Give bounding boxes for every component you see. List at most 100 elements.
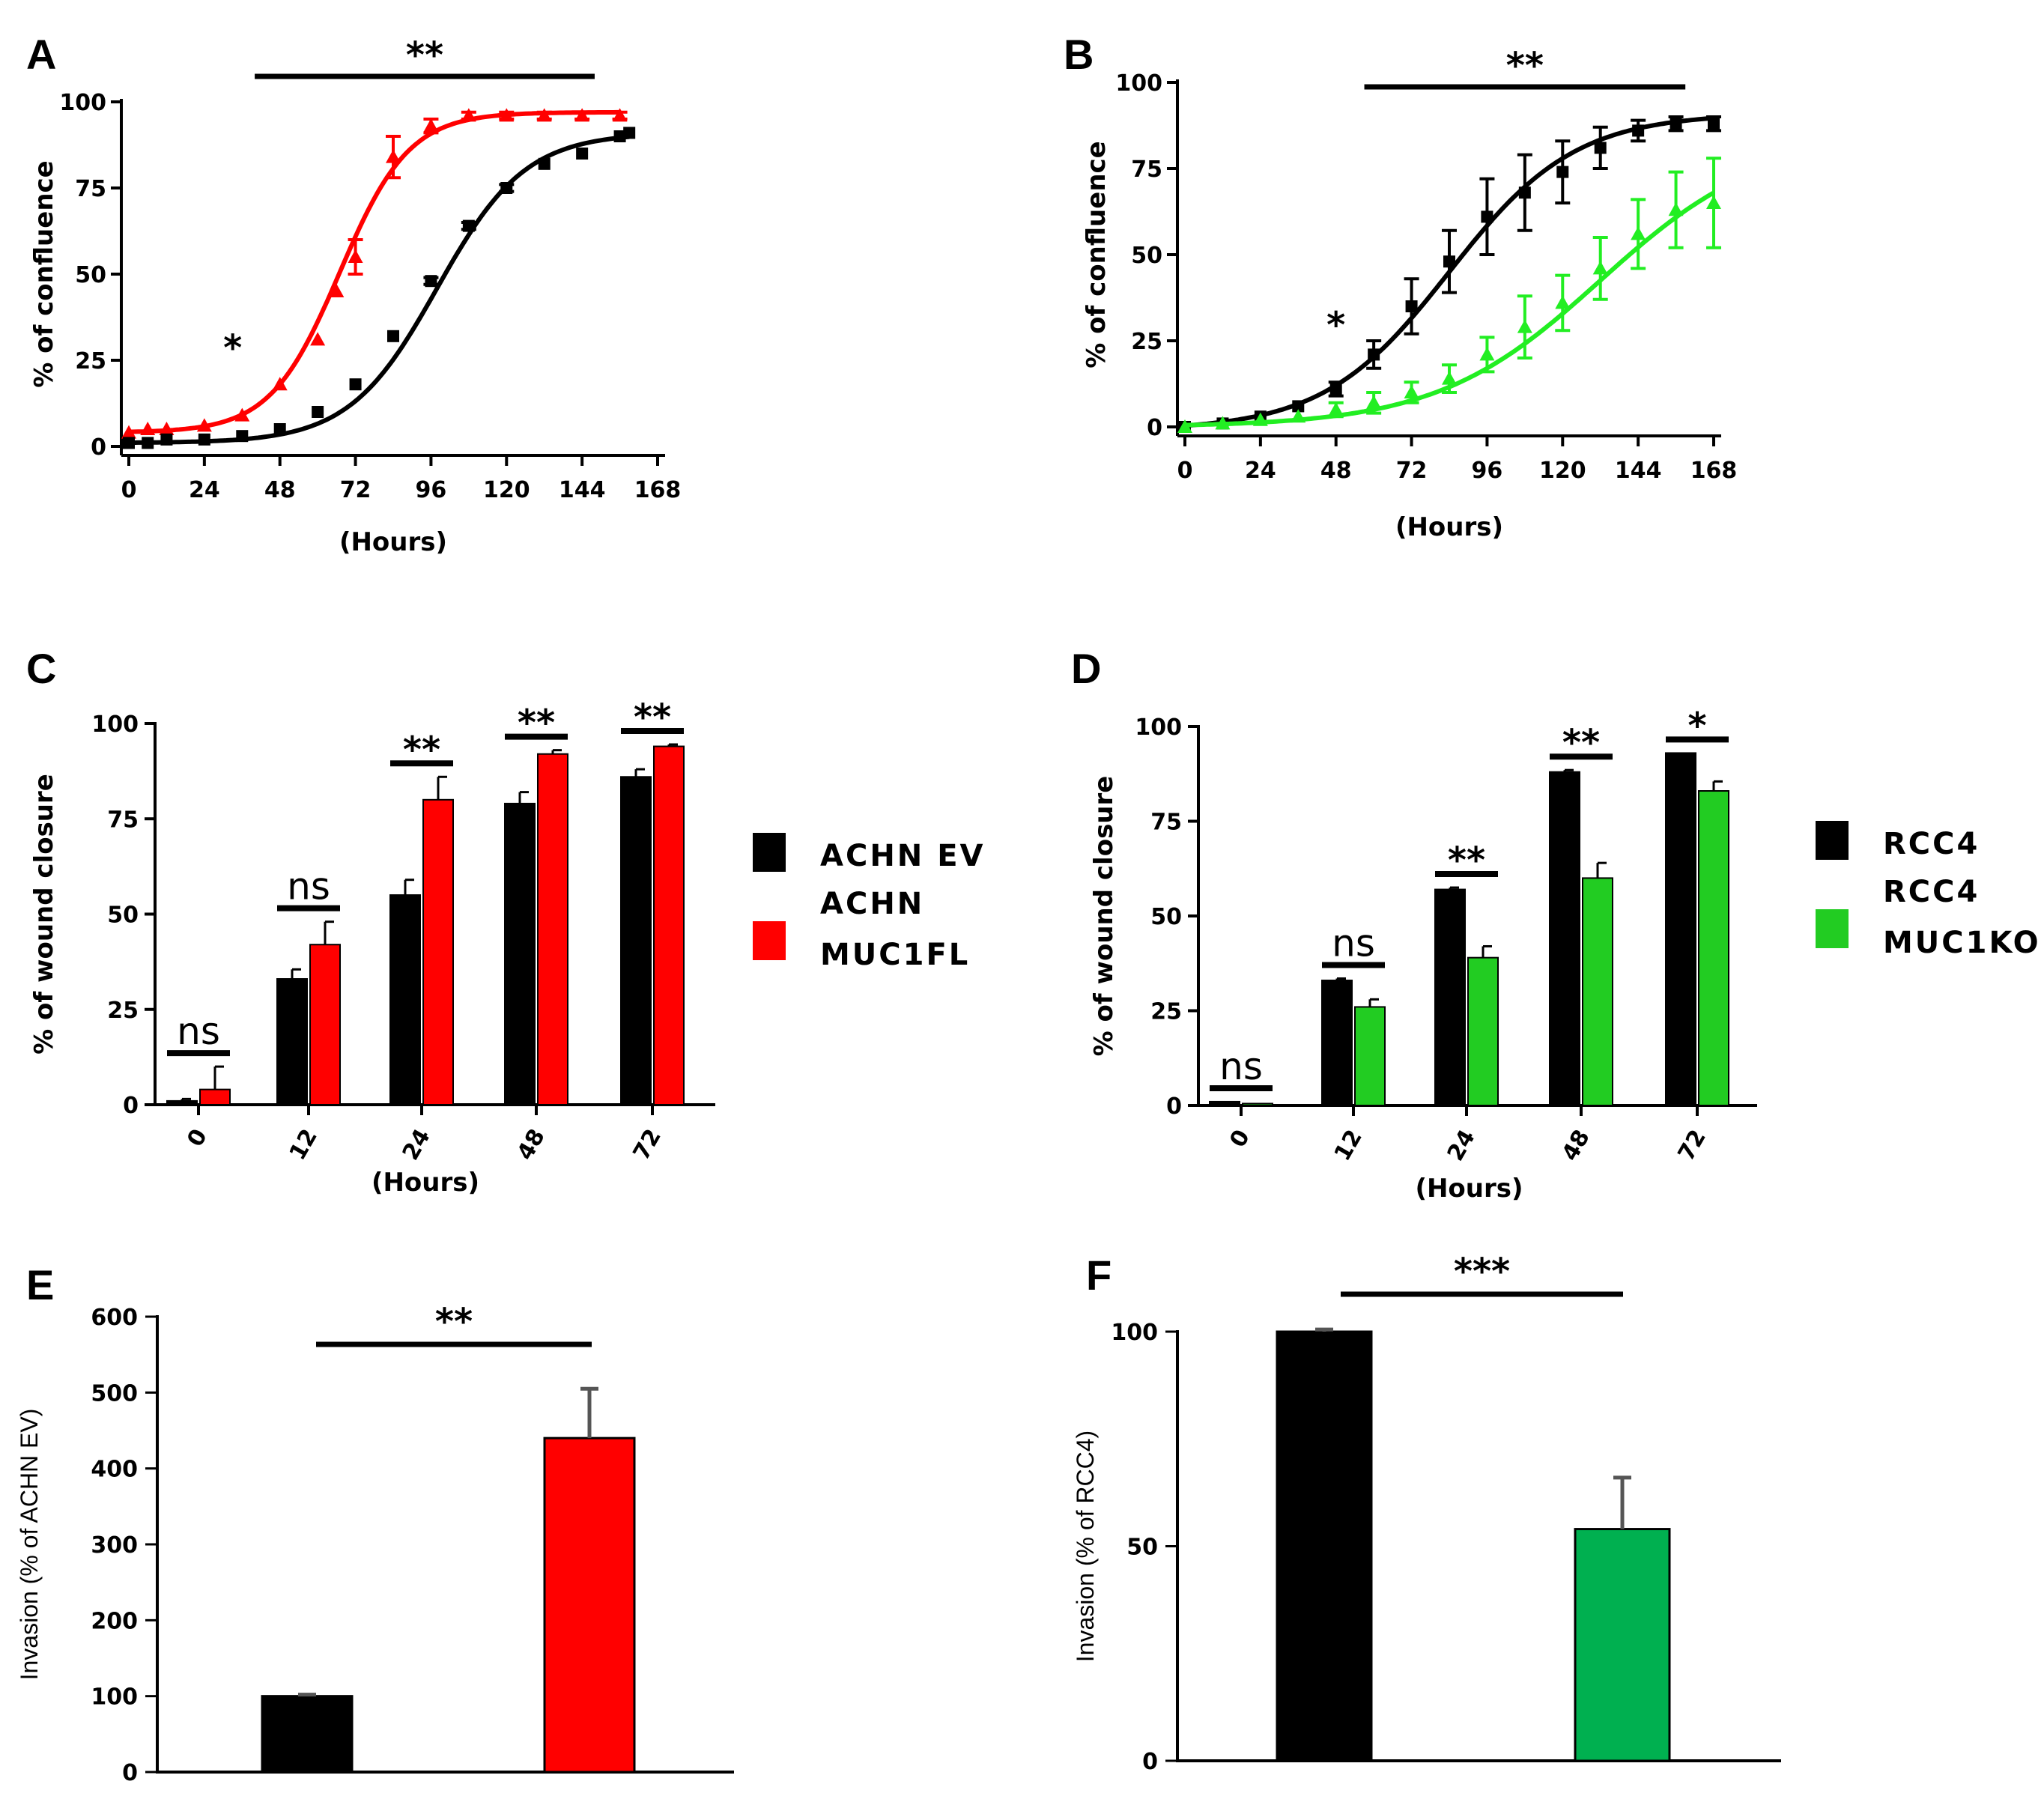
x-axis-label: (Hours) bbox=[339, 527, 447, 557]
legend-swatch-2 bbox=[1816, 909, 1849, 948]
data-point bbox=[1368, 348, 1380, 361]
data-point bbox=[461, 108, 476, 122]
data-point bbox=[1177, 419, 1192, 433]
data-point bbox=[499, 108, 515, 122]
x-tick-label: 144 bbox=[1615, 458, 1662, 484]
y-tick-label: 0 bbox=[1147, 415, 1162, 441]
panel-a-marks: 0 25 50 75 100 0 24 48 72 96 120 144 168 (Hours) % of … bbox=[29, 34, 681, 557]
data-point bbox=[1405, 300, 1418, 312]
x-tick-label: 120 bbox=[483, 477, 530, 503]
legend-swatch-1 bbox=[753, 833, 786, 872]
data-point bbox=[612, 108, 628, 122]
data-point bbox=[312, 406, 324, 418]
data-point bbox=[1366, 395, 1382, 409]
x-tick-label: 72 bbox=[1673, 1126, 1711, 1166]
data-point bbox=[462, 219, 475, 232]
legend-label-2b: MUC1KO bbox=[1883, 926, 2041, 960]
y-tick-label: 75 bbox=[75, 176, 106, 202]
panel-e-marks: 0 100 200 300 400 500 600 ** Invasion (% of ACHN… bbox=[16, 1301, 734, 1786]
y-tick-label: 500 bbox=[91, 1380, 138, 1407]
data-point bbox=[310, 332, 326, 346]
x-tick-label: 96 bbox=[1472, 458, 1503, 484]
data-point bbox=[1518, 186, 1531, 199]
x-tick-label: 168 bbox=[634, 477, 682, 503]
bar-achn-muc1fl bbox=[537, 753, 568, 1105]
bar-rcc4 bbox=[1321, 980, 1353, 1107]
bar-achn-ev bbox=[166, 1099, 198, 1106]
y-tick-label: 25 bbox=[75, 348, 106, 374]
data-point bbox=[538, 157, 551, 170]
panel-b-marks: 0 25 50 75 100 0 24 48 72 96 120 144 168 (Hours) % of … bbox=[1082, 45, 1737, 542]
data-point bbox=[236, 430, 249, 443]
x-tick-label: 0 bbox=[1225, 1126, 1255, 1153]
x-tick-label: 24 bbox=[398, 1125, 436, 1165]
x-tick-label: 48 bbox=[1320, 458, 1352, 484]
data-point bbox=[140, 422, 156, 435]
y-tick-label: 25 bbox=[1131, 329, 1162, 355]
x-tick-label: 144 bbox=[559, 477, 606, 503]
y-tick-label: 75 bbox=[1131, 157, 1162, 183]
panel-d-marks: 0 25 50 75 100 0 ns 12 ns 24 ** 48 ** 72 * % of wound c… bbox=[1089, 705, 2041, 1204]
data-point bbox=[1708, 118, 1720, 130]
data-point bbox=[1481, 210, 1493, 223]
significance-label: ** bbox=[403, 729, 440, 771]
data-point bbox=[423, 118, 439, 133]
data-point bbox=[198, 433, 210, 446]
panel-b-chart: B 0 25 50 75 100 0 24 48 72 96 120 144 168 (Hours) % o… bbox=[1064, 31, 1737, 542]
x-tick-label: 24 bbox=[1245, 458, 1276, 484]
data-point bbox=[1670, 118, 1682, 130]
bar-rcc4-muc1ko bbox=[1582, 877, 1613, 1107]
data-point bbox=[536, 108, 552, 122]
data-point bbox=[613, 130, 626, 142]
y-tick-label: 75 bbox=[1150, 810, 1182, 836]
bar-rcc4-muc1ko bbox=[1574, 1528, 1671, 1762]
data-point bbox=[623, 127, 636, 139]
y-tick-label: 25 bbox=[1150, 999, 1182, 1025]
y-tick-label: 100 bbox=[1115, 70, 1162, 97]
y-tick-label: 0 bbox=[91, 434, 106, 461]
data-point bbox=[1442, 371, 1457, 385]
data-point bbox=[1443, 255, 1455, 268]
bar-achn-muc1fl bbox=[543, 1437, 636, 1774]
x-tick-label: 120 bbox=[1539, 458, 1586, 484]
y-tick-label: 600 bbox=[91, 1305, 138, 1331]
y-axis-label: % of confluence bbox=[1082, 141, 1112, 368]
y-tick-label: 100 bbox=[91, 1684, 138, 1711]
data-point bbox=[500, 182, 513, 194]
data-point bbox=[1556, 166, 1569, 178]
bar-achn-ev bbox=[504, 802, 536, 1105]
bar-achn-ev bbox=[389, 894, 421, 1106]
data-point bbox=[1215, 416, 1231, 430]
x-tick-label: 0 bbox=[1177, 458, 1193, 484]
panel-a-chart: A 0 25 50 75 100 0 24 48 72 96 120 144 168 (Hours) % o… bbox=[26, 31, 681, 557]
x-tick-label: 12 bbox=[285, 1125, 323, 1165]
data-point bbox=[1668, 202, 1684, 216]
data-point bbox=[159, 422, 175, 435]
data-point bbox=[1479, 347, 1495, 361]
data-point bbox=[1592, 261, 1608, 275]
panel-label-d: D bbox=[1071, 645, 1101, 692]
panel-c-marks: 0 25 50 75 100 0 ns 12 ns 24 ** 48 ** 72 ** % of wound … bbox=[29, 697, 983, 1198]
data-point bbox=[386, 149, 401, 163]
data-point bbox=[121, 425, 136, 439]
bar-achn-muc1fl bbox=[199, 1088, 231, 1106]
y-tick-label: 50 bbox=[1150, 904, 1182, 930]
panel-e-chart: E 0 100 200 300 400 500 600 ** Invasion (% of AC… bbox=[16, 1261, 734, 1786]
data-point bbox=[160, 433, 173, 446]
panel-label-f: F bbox=[1086, 1252, 1112, 1299]
significance-label: ** bbox=[1562, 722, 1600, 764]
significance-label: ** bbox=[518, 703, 555, 744]
data-point bbox=[425, 275, 437, 288]
y-axis-label: Invasion (% of ACHN EV) bbox=[16, 1409, 43, 1681]
panel-f-marks: 0 50 100 *** Invasion (% of RCC4) bbox=[1072, 1251, 1781, 1775]
x-tick-label: 24 bbox=[1443, 1126, 1481, 1166]
y-tick-label: 100 bbox=[1135, 715, 1182, 741]
legend-swatch-1 bbox=[1816, 821, 1849, 860]
significance-label: ** bbox=[435, 1301, 473, 1343]
data-point bbox=[1291, 409, 1306, 423]
panel-c-chart: C 0 25 50 75 100 0 ns 12 ns 24 ** 48 ** 72 ** % of woun… bbox=[26, 645, 983, 1198]
y-tick-label: 0 bbox=[1166, 1093, 1182, 1120]
significance-star: * bbox=[223, 327, 242, 369]
data-point bbox=[1329, 383, 1342, 395]
x-tick-label: 12 bbox=[1329, 1126, 1368, 1166]
